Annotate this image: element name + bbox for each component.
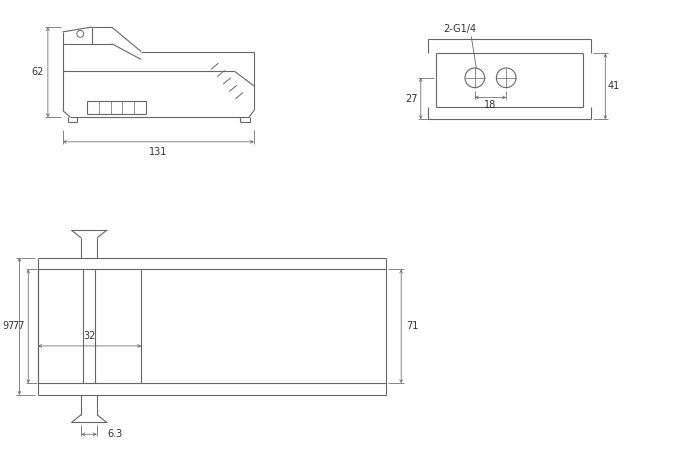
Text: 77: 77 xyxy=(12,321,25,332)
Text: 41: 41 xyxy=(608,81,620,91)
Text: 18: 18 xyxy=(484,100,497,110)
Text: 2-G1/4: 2-G1/4 xyxy=(443,24,477,34)
Text: 62: 62 xyxy=(31,67,43,77)
Text: 32: 32 xyxy=(83,331,95,341)
Text: 27: 27 xyxy=(406,94,418,104)
Text: 6.3: 6.3 xyxy=(107,429,122,439)
Text: 131: 131 xyxy=(149,147,168,157)
Text: 71: 71 xyxy=(406,321,418,332)
Text: 97: 97 xyxy=(3,321,15,332)
